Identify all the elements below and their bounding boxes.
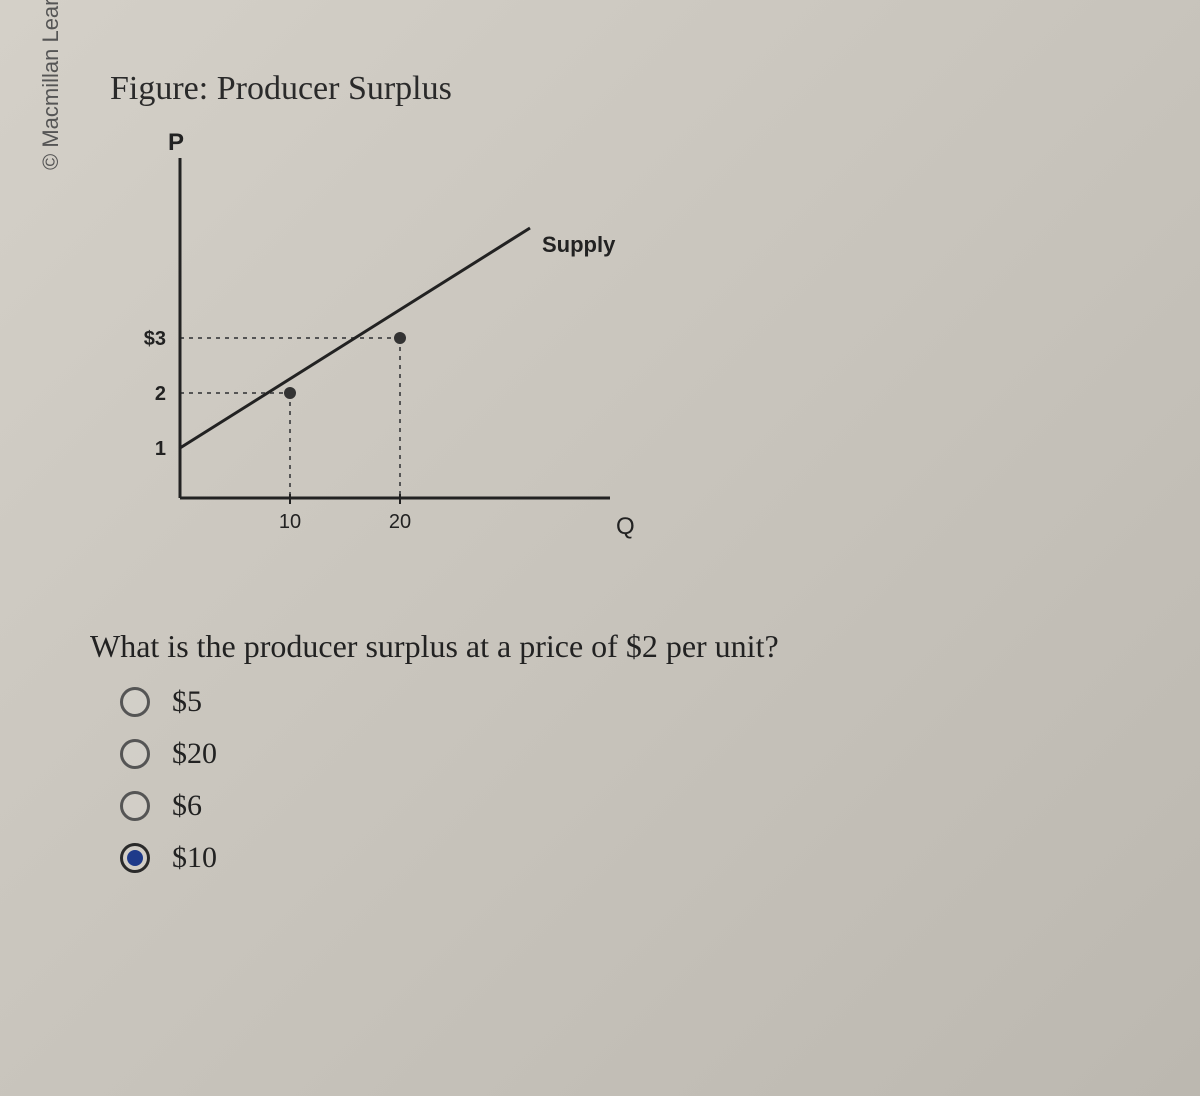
option-label: $5 (172, 685, 202, 719)
data-point (394, 332, 406, 344)
data-point (284, 387, 296, 399)
radio-button[interactable] (120, 739, 150, 769)
y-axis-label: P (168, 129, 184, 156)
y-tick-label: 1 (155, 438, 166, 460)
x-axis-label: Q (616, 513, 635, 540)
answer-option[interactable]: $10 (120, 841, 1160, 875)
question-text: What is the producer surplus at a price … (90, 628, 1160, 665)
supply-label: Supply (542, 232, 616, 257)
page-root: © Macmillan Learning Figure: Producer Su… (0, 0, 1200, 1096)
y-tick-label: 2 (155, 383, 166, 405)
copyright-text: © Macmillan Learning (38, 0, 64, 170)
answer-option[interactable]: $6 (120, 789, 1160, 823)
option-label: $20 (172, 737, 217, 771)
answer-option[interactable]: $20 (120, 737, 1160, 771)
option-label: $10 (172, 841, 217, 875)
figure-title: Figure: Producer Surplus (110, 70, 1160, 108)
supply-chart: P Q 1 2 $3 10 20 Supply (100, 118, 660, 558)
x-tick-label: 10 (279, 511, 301, 533)
option-label: $6 (172, 789, 202, 823)
chart-svg: P Q 1 2 $3 10 20 Supply (100, 118, 660, 558)
radio-button[interactable] (120, 791, 150, 821)
y-tick-label: $3 (144, 328, 166, 350)
answer-option[interactable]: $5 (120, 685, 1160, 719)
radio-button[interactable] (120, 843, 150, 873)
supply-line (180, 228, 530, 448)
radio-button[interactable] (120, 687, 150, 717)
radio-dot-icon (127, 850, 143, 866)
x-tick-label: 20 (389, 511, 411, 533)
options-list: $5 $20 $6 $10 (120, 685, 1160, 875)
